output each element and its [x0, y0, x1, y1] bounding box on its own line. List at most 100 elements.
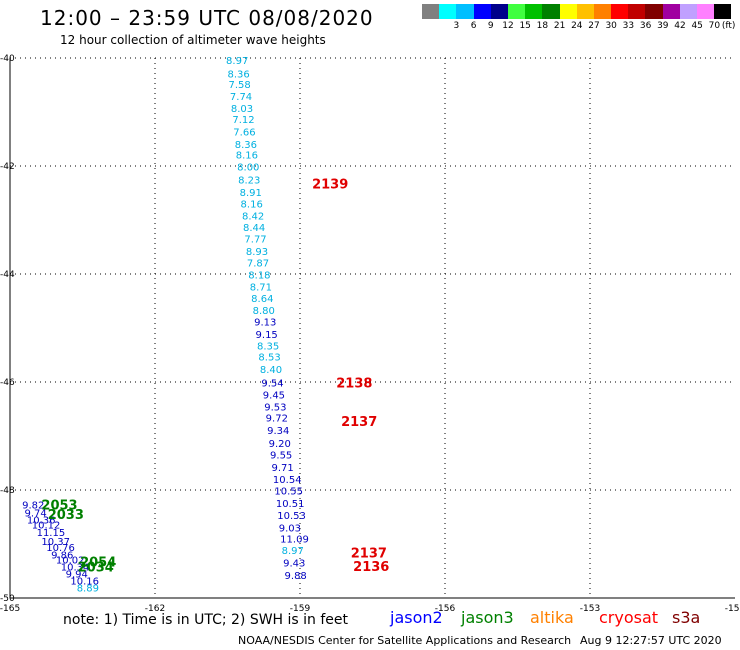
swh-value-label: 8.40: [260, 365, 282, 376]
swh-value-label: 8.71: [250, 282, 272, 293]
swh-value-label: 7.12: [232, 115, 254, 126]
swh-value-label: 8.36: [235, 140, 257, 151]
footer-note: note: 1) Time is in UTC; 2) SWH is in fe…: [63, 612, 349, 628]
legend-swatch: [473, 4, 491, 19]
swh-value-label: 9.72: [266, 414, 288, 425]
swh-value-label: 9.94: [66, 570, 88, 581]
longitude-tick-label: -165: [0, 604, 20, 614]
swh-value-label: 10.53: [277, 511, 306, 522]
swh-value-label: 8.16: [236, 151, 258, 162]
legend-swatch: [697, 4, 715, 19]
swh-value-label: 10.37: [41, 537, 70, 548]
legend-label: 21: [553, 21, 566, 31]
pass-number-label: 2034: [78, 561, 114, 576]
swh-value-label: 11.09: [280, 535, 309, 546]
pass-number-label: 2053: [41, 499, 77, 514]
legend-swatch: [714, 4, 732, 19]
swh-value-label: 8.93: [246, 247, 268, 258]
legend-swatch: [576, 4, 594, 19]
legend-label: 39: [657, 21, 669, 31]
latitude-tick-label: -40: [0, 54, 15, 64]
swh-value-label: 11.15: [37, 528, 66, 539]
legend-label: 27: [588, 21, 600, 31]
swh-value-label: 8.18: [248, 271, 270, 282]
swh-value-label: 8.00: [237, 163, 259, 174]
swh-value-label: 9.03: [279, 523, 301, 534]
legend-swatch: [490, 4, 508, 19]
legend-label: 24: [571, 21, 583, 31]
swh-value-label: 10.02: [56, 556, 85, 567]
swh-value-label: 9.55: [270, 450, 292, 461]
swh-value-label: 8.42: [242, 212, 264, 223]
legend-label: 30: [605, 21, 617, 31]
swh-value-label: 9.45: [263, 390, 285, 401]
swh-value-label: 7.74: [230, 92, 252, 103]
longitude-tick-label: -153: [580, 604, 600, 614]
legend-label: 33: [622, 21, 635, 31]
swh-value-label: 8.89: [77, 584, 99, 595]
legend-label: 36: [639, 21, 652, 31]
swh-value-label: 9.86: [51, 550, 73, 561]
legend-swatch: [422, 4, 440, 19]
legend-label: 6: [470, 21, 477, 31]
swh-value-label: 9.53: [264, 402, 286, 413]
swh-value-label: 8.53: [258, 353, 280, 364]
legend-swatch: [456, 4, 474, 19]
legend-label: 18: [536, 21, 549, 31]
satellite-name: altika: [530, 608, 574, 627]
swh-value-label: 8.80: [253, 306, 275, 317]
latitude-tick-label: -50: [0, 594, 15, 604]
swh-value-label: 9.20: [269, 439, 291, 450]
swh-value-label: 9.82: [22, 501, 44, 512]
swh-value-label: 8.97: [282, 546, 304, 557]
legend-swatch: [611, 4, 629, 19]
swh-value-label: 8.44: [243, 223, 265, 234]
longitude-tick-label: -159: [290, 604, 311, 614]
swh-value-label: 8.23: [238, 176, 260, 187]
pass-number-label: 2136: [353, 560, 389, 575]
swh-value-label: 8.35: [257, 341, 279, 352]
swh-value-label: 7.58: [228, 80, 250, 91]
legend-label: 45: [691, 21, 703, 31]
legend-label: 15: [519, 21, 531, 31]
legend-label: 9: [487, 21, 494, 31]
swh-value-label: 10.16: [70, 577, 99, 588]
satellite-name: cryosat: [599, 608, 659, 627]
latitude-tick-label: -46: [0, 378, 15, 388]
latitude-tick-label: -42: [0, 162, 15, 172]
latitude-tick-label: -48: [0, 486, 15, 496]
swh-value-label: 10.51: [276, 499, 305, 510]
pass-number-label: 2054: [80, 555, 116, 570]
generation-timestamp: Aug 9 12:27:57 UTC 2020: [580, 634, 722, 647]
swh-value-label: 9.54: [261, 379, 283, 390]
swh-value-label: 10.34: [61, 563, 90, 574]
legend-swatch: [593, 4, 612, 19]
swh-value-label: 9.34: [267, 426, 289, 437]
swh-value-label: 8.91: [240, 188, 262, 199]
legend-swatches: [422, 4, 732, 19]
swh-value-label: 9.13: [254, 318, 276, 329]
legend-unit: (ft): [721, 21, 736, 31]
swh-value-label: 9.43: [283, 558, 305, 569]
legend-labels: 3 6 9 12 15 18 21 24 27 30 33 36 39 42 45 70 (ft): [422, 19, 736, 33]
pass-number-label: 2138: [336, 377, 372, 392]
legend-label: 3: [453, 21, 460, 31]
swh-value-label: 9.88: [285, 571, 307, 582]
swh-value-label: 8.64: [251, 294, 273, 305]
latitude-tick-label: -44: [0, 270, 15, 280]
satellite-name: jason2: [390, 608, 443, 627]
pass-number-label: 2137: [351, 547, 387, 562]
legend-label: 42: [674, 21, 686, 31]
legend-swatch: [525, 4, 543, 19]
legend-swatch: [645, 4, 663, 19]
swh-value-label: 10.55: [274, 487, 303, 498]
pass-number-label: 2033: [48, 508, 84, 523]
longitude-tick-label: -150: [725, 604, 740, 614]
swh-value-label: 8.03: [231, 104, 253, 115]
swh-value-label: 7.66: [233, 127, 255, 138]
swh-value-label: 8.97: [226, 56, 248, 67]
legend-swatch: [679, 4, 697, 19]
swh-value-label: 10.54: [273, 475, 302, 486]
